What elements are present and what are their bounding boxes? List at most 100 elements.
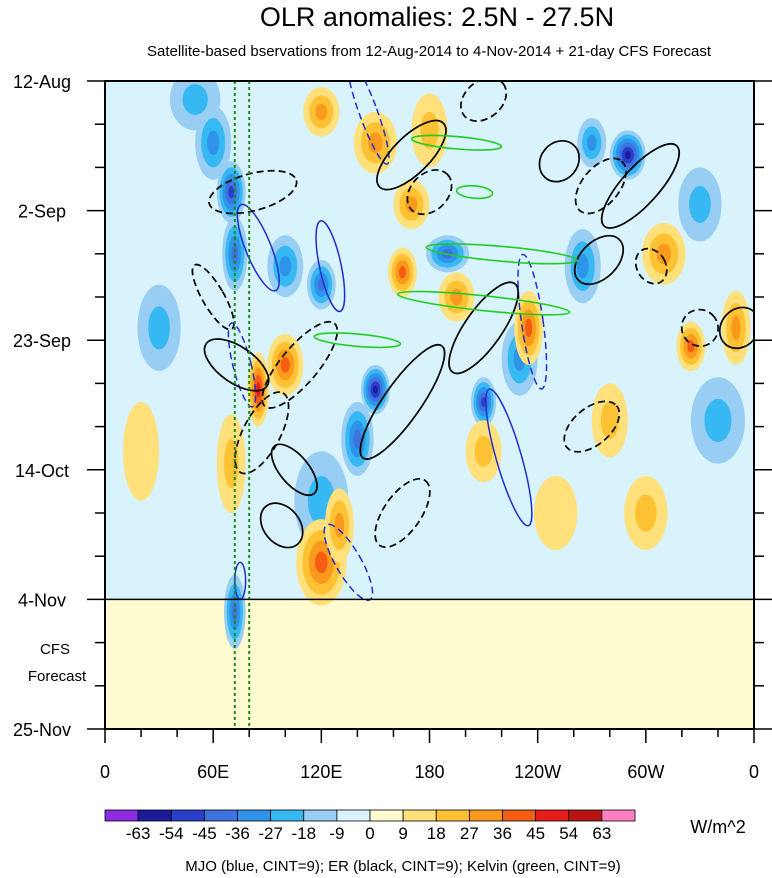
colorbar-box — [303, 809, 338, 822]
x-tick-label: 180 — [414, 762, 444, 782]
anomaly-blob — [373, 385, 378, 394]
er-contour — [634, 247, 668, 285]
anomaly-blob — [315, 551, 328, 574]
anomaly-blob — [704, 398, 732, 443]
kelvin-contour — [410, 134, 503, 151]
colorbar-label: 18 — [427, 824, 446, 843]
colorbar-label: -63 — [126, 824, 151, 843]
anomaly-blob — [689, 185, 711, 223]
colorbar-label: -9 — [329, 824, 344, 843]
er-contour — [574, 157, 627, 215]
colorbar-box — [104, 809, 139, 822]
forecast-region — [105, 599, 754, 729]
x-axis-labels: 0 60E 120E 180 120W 60W 0 — [100, 762, 759, 782]
x-tick-label: 60E — [197, 762, 229, 782]
colorbar-label: -54 — [159, 824, 184, 843]
colorbar-box — [137, 809, 172, 822]
colorbar-label: 36 — [493, 824, 512, 843]
anomaly-blob — [334, 513, 345, 538]
anomaly-blob — [256, 382, 261, 397]
mjo-contour — [346, 81, 390, 165]
forecast-label-line1: CFS — [40, 641, 70, 658]
colorbar-box — [435, 809, 470, 822]
kelvin-contour — [425, 243, 578, 265]
colorbar-box — [535, 809, 570, 822]
anomaly-blob — [228, 185, 235, 199]
er-contour — [270, 443, 318, 497]
er-contour — [538, 139, 581, 183]
er-contour — [460, 81, 508, 122]
colorbar-box — [502, 809, 537, 822]
colorbar — [104, 809, 636, 822]
olr-anomaly-field — [123, 81, 751, 649]
colorbar-label: 0 — [365, 824, 374, 843]
anomaly-blob — [231, 244, 238, 264]
anomaly-blob — [353, 429, 362, 449]
er-contour — [191, 263, 235, 331]
mjo-contour — [485, 388, 533, 527]
anomaly-blob — [586, 134, 597, 151]
anomaly-blob — [398, 266, 407, 279]
anomaly-blob — [534, 475, 578, 551]
colorbar-label: -27 — [258, 824, 283, 843]
anomaly-blob — [576, 253, 589, 279]
anomaly-blob — [148, 306, 170, 350]
er-contours — [191, 81, 754, 549]
er-contour — [680, 308, 720, 347]
er-contour — [261, 320, 339, 409]
x-tick-label: 0 — [749, 762, 759, 782]
colorbar-label: -18 — [291, 824, 316, 843]
y-axis-labels: 12-Aug 2-Sep 23-Sep 14-Oct 4-Nov 25-Nov — [13, 72, 71, 740]
anomaly-blob — [280, 357, 290, 373]
colorbar-box — [170, 809, 205, 822]
y-tick-label: 25-Nov — [13, 720, 71, 740]
er-contour — [203, 338, 270, 392]
colorbar-units: W/m^2 — [690, 817, 745, 837]
anomaly-blob — [450, 288, 463, 306]
chart-title: OLR anomalies: 2.5N - 27.5N — [260, 2, 614, 32]
anomaly-blob — [624, 150, 631, 160]
er-contour — [376, 119, 447, 191]
anomaly-blob — [600, 401, 619, 439]
colorbar-box — [601, 809, 636, 822]
er-contour — [600, 143, 680, 229]
kelvin-contour — [396, 290, 571, 316]
mjo-contour — [227, 322, 257, 408]
colorbar-label: -36 — [225, 824, 250, 843]
anomaly-blob — [481, 396, 487, 407]
er-contour — [208, 169, 298, 215]
mjo-contours — [227, 81, 548, 602]
colorbar-label: 9 — [398, 824, 407, 843]
anomaly-blob — [223, 438, 239, 489]
x-tick-label: 60W — [627, 762, 664, 782]
er-contour — [406, 169, 453, 216]
y-tick-label: 12-Aug — [13, 72, 71, 92]
colorbar-label: 45 — [526, 824, 545, 843]
er-contour — [359, 343, 446, 460]
anomaly-blob — [656, 243, 672, 265]
kelvin-contour — [313, 332, 402, 349]
y-tick-label: 14-Oct — [15, 461, 69, 481]
y-axis-ticks — [87, 80, 772, 730]
mjo-contour — [517, 253, 548, 390]
y-tick-label: 2-Sep — [18, 202, 66, 222]
anomaly-blob — [123, 401, 160, 501]
colorbar-box — [336, 809, 371, 822]
anomaly-blob — [525, 318, 533, 338]
er-contour — [374, 477, 431, 549]
plot-area — [104, 80, 755, 730]
colorbar-label: 63 — [592, 824, 611, 843]
x-tick-label: 0 — [100, 762, 110, 782]
colorbar-box — [203, 809, 238, 822]
colorbar-label: 54 — [559, 824, 578, 843]
er-contour — [563, 400, 621, 453]
kelvin-contours — [313, 134, 578, 349]
mjo-contour — [236, 203, 280, 292]
colorbar-box — [369, 809, 404, 822]
er-contour — [573, 234, 625, 286]
contour-legend: MJO (blue, CINT=9); ER (black, CINT=9); … — [185, 858, 621, 875]
forecast-label-line2: Forecast — [28, 668, 87, 685]
anomaly-blob — [474, 435, 493, 467]
anomaly-blob — [279, 255, 292, 277]
